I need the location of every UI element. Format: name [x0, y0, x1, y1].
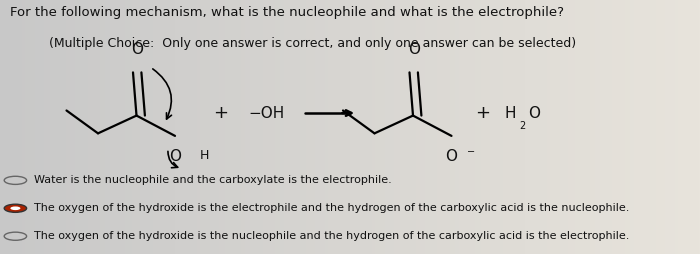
Text: Water is the nucleophile and the carboxylate is the electrophile.: Water is the nucleophile and the carboxy…	[34, 175, 391, 185]
Text: O: O	[407, 42, 420, 57]
Text: O: O	[528, 105, 540, 121]
Text: H: H	[199, 149, 209, 162]
Text: The oxygen of the hydroxide is the electrophile and the hydrogen of the carboxyl: The oxygen of the hydroxide is the elect…	[34, 203, 629, 213]
Text: H: H	[504, 105, 515, 121]
Text: O: O	[445, 149, 458, 164]
Text: −OH: −OH	[248, 105, 285, 121]
Text: O: O	[131, 42, 144, 57]
Text: O: O	[169, 149, 181, 164]
Text: −: −	[467, 147, 475, 157]
Text: For the following mechanism, what is the nucleophile and what is the electrophil: For the following mechanism, what is the…	[10, 6, 564, 19]
Text: (Multiple Choice:  Only one answer is correct, and only one answer can be select: (Multiple Choice: Only one answer is cor…	[49, 37, 576, 50]
Text: +: +	[213, 104, 228, 122]
Text: +: +	[475, 104, 491, 122]
Text: The oxygen of the hydroxide is the nucleophile and the hydrogen of the carboxyli: The oxygen of the hydroxide is the nucle…	[34, 231, 629, 241]
Text: 2: 2	[519, 121, 526, 131]
Circle shape	[10, 207, 20, 210]
Circle shape	[4, 204, 27, 212]
